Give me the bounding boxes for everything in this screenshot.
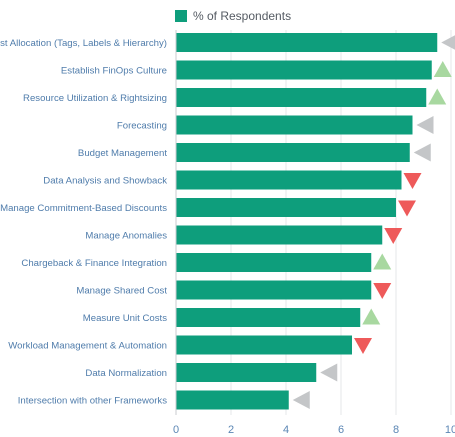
trend-marker-down (403, 173, 422, 189)
bar (176, 253, 372, 272)
bar (176, 363, 317, 382)
bar (176, 390, 289, 410)
trend-marker-left (292, 391, 310, 409)
bar (176, 88, 427, 107)
category-label: Manage Anomalies (85, 231, 167, 242)
legend-label: % of Respondents (193, 9, 292, 23)
chart-legend: % of Respondents (175, 9, 291, 23)
trend-marker-down (354, 338, 372, 354)
category-label: Cost Allocation (Tags, Labels & Hierarch… (0, 38, 167, 49)
bar (176, 308, 361, 327)
trend-marker-left (441, 35, 455, 50)
trend-marker-left (413, 143, 431, 162)
legend-swatch (175, 10, 187, 22)
bar (176, 33, 438, 52)
bar (176, 115, 413, 135)
trend-marker-down (384, 228, 403, 244)
x-tick-label: 8 (393, 424, 399, 436)
category-label: Resource Utilization & Rightsizing (23, 93, 167, 104)
x-tick-label: 4 (283, 424, 289, 436)
trend-marker-up (433, 61, 452, 77)
bar (176, 170, 402, 190)
trend-marker-up (373, 253, 392, 270)
x-tick-label: 2 (228, 424, 234, 436)
trend-marker-left (416, 116, 434, 134)
bar (176, 60, 432, 80)
bar (176, 198, 396, 217)
x-tick-label: 0 (173, 424, 179, 436)
trend-marker-down (373, 283, 392, 299)
trend-marker-down (398, 200, 416, 217)
category-label: Measure Unit Costs (83, 313, 167, 324)
category-label: Data Normalization (85, 368, 167, 379)
trend-marker-up (428, 88, 447, 105)
category-label: Budget Management (78, 148, 167, 159)
bar (176, 280, 372, 300)
bar (176, 335, 352, 355)
bar (176, 225, 383, 245)
bar (176, 143, 410, 162)
category-label: Intersection with other Frameworks (18, 396, 167, 407)
category-label: Data Analysis and Showback (43, 176, 167, 187)
x-tick-label: 10 (445, 424, 455, 436)
category-label: Workload Management & Automation (8, 341, 167, 352)
trend-marker-up (362, 308, 381, 325)
trend-marker-left (320, 363, 338, 382)
category-label: Manage Shared Cost (76, 286, 167, 297)
category-label: Establish FinOps Culture (61, 66, 167, 77)
x-tick-label: 6 (338, 424, 344, 436)
category-label: Manage Commitment-Based Discounts (0, 203, 167, 214)
category-label: Chargeback & Finance Integration (21, 258, 167, 269)
category-label: Forecasting (117, 121, 167, 132)
